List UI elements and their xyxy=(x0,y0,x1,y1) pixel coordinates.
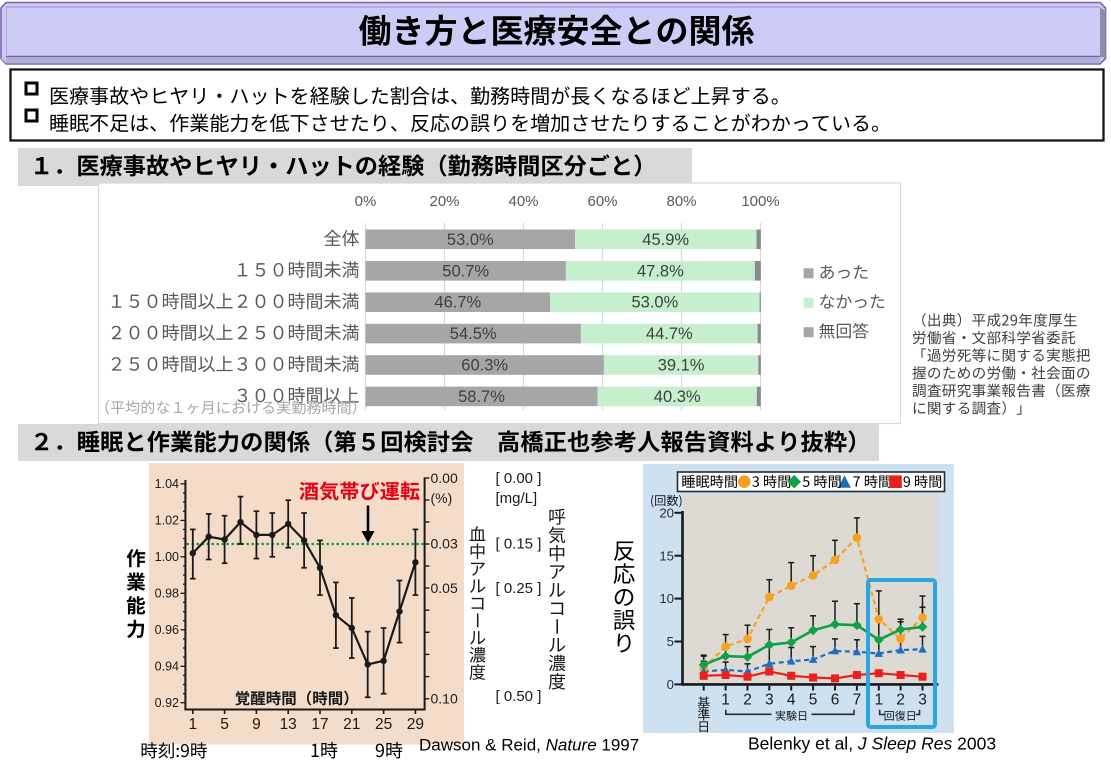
svg-text:0.10: 0.10 xyxy=(431,690,458,706)
svg-text:1.02: 1.02 xyxy=(155,514,179,528)
svg-text:80%: 80% xyxy=(666,193,696,210)
svg-text:15: 15 xyxy=(659,548,674,563)
svg-text:40%: 40% xyxy=(508,193,538,210)
svg-text:5: 5 xyxy=(809,691,818,708)
svg-text:50.7%: 50.7% xyxy=(442,262,489,280)
svg-text:5: 5 xyxy=(667,634,674,649)
svg-text:39.1%: 39.1% xyxy=(658,357,705,375)
svg-text:1: 1 xyxy=(188,716,197,733)
svg-text:25: 25 xyxy=(375,716,392,733)
svg-text:4: 4 xyxy=(787,691,796,708)
svg-text:[ 0.50 ]: [ 0.50 ] xyxy=(496,688,542,705)
svg-text:6: 6 xyxy=(831,691,840,708)
svg-text:1: 1 xyxy=(874,691,883,708)
svg-text:0.00: 0.00 xyxy=(431,470,458,486)
svg-text:0.96: 0.96 xyxy=(155,623,179,637)
svg-text:17: 17 xyxy=(311,716,328,733)
svg-text:3: 3 xyxy=(918,691,927,708)
svg-text:58.7%: 58.7% xyxy=(458,388,505,406)
svg-text:20: 20 xyxy=(659,505,674,520)
svg-text:[ 0.00 ]: [ 0.00 ] xyxy=(496,470,542,487)
svg-text:0: 0 xyxy=(667,677,674,692)
svg-text:53.0%: 53.0% xyxy=(447,231,494,249)
svg-text:54.5%: 54.5% xyxy=(450,325,497,343)
svg-text:60%: 60% xyxy=(587,193,617,210)
svg-text:13: 13 xyxy=(280,716,297,733)
svg-text:2: 2 xyxy=(896,691,905,708)
svg-text:10: 10 xyxy=(659,591,674,606)
svg-text:(%): (%) xyxy=(431,490,453,506)
svg-text:1: 1 xyxy=(721,691,730,708)
svg-text:20%: 20% xyxy=(429,193,459,210)
svg-text:0.05: 0.05 xyxy=(431,580,458,596)
svg-text:60.3%: 60.3% xyxy=(461,357,508,375)
svg-text:9: 9 xyxy=(252,716,261,733)
svg-text:0.94: 0.94 xyxy=(155,660,179,674)
svg-text:1.04: 1.04 xyxy=(155,477,179,491)
svg-text:100%: 100% xyxy=(741,193,779,210)
svg-text:[ 0.15 ]: [ 0.15 ] xyxy=(496,536,542,553)
svg-text:46.7%: 46.7% xyxy=(434,294,481,312)
svg-text:[mg/L]: [mg/L] xyxy=(496,490,538,507)
svg-text:3: 3 xyxy=(765,691,774,708)
svg-text:Dawson & Reid, Nature 1997: Dawson & Reid, Nature 1997 xyxy=(419,736,639,755)
svg-text:0.03: 0.03 xyxy=(431,536,458,552)
svg-text:0%: 0% xyxy=(355,193,377,210)
svg-text:40.3%: 40.3% xyxy=(654,388,701,406)
svg-text:21: 21 xyxy=(343,716,360,733)
svg-text:44.7%: 44.7% xyxy=(646,325,693,343)
svg-text:5: 5 xyxy=(220,716,229,733)
svg-text:0.98: 0.98 xyxy=(155,587,179,601)
svg-text:29: 29 xyxy=(407,716,424,733)
svg-text:53.0%: 53.0% xyxy=(632,294,679,312)
svg-text:[ 0.25 ]: [ 0.25 ] xyxy=(496,580,542,597)
svg-text:47.8%: 47.8% xyxy=(637,262,684,280)
svg-text:1.00: 1.00 xyxy=(155,550,179,564)
svg-text:2: 2 xyxy=(743,691,752,708)
svg-text:7: 7 xyxy=(853,691,862,708)
svg-text:Belenky et al, J Sleep Res 200: Belenky et al, J Sleep Res 2003 xyxy=(748,734,996,754)
svg-text:0.92: 0.92 xyxy=(155,696,179,710)
svg-text:45.9%: 45.9% xyxy=(642,231,689,249)
